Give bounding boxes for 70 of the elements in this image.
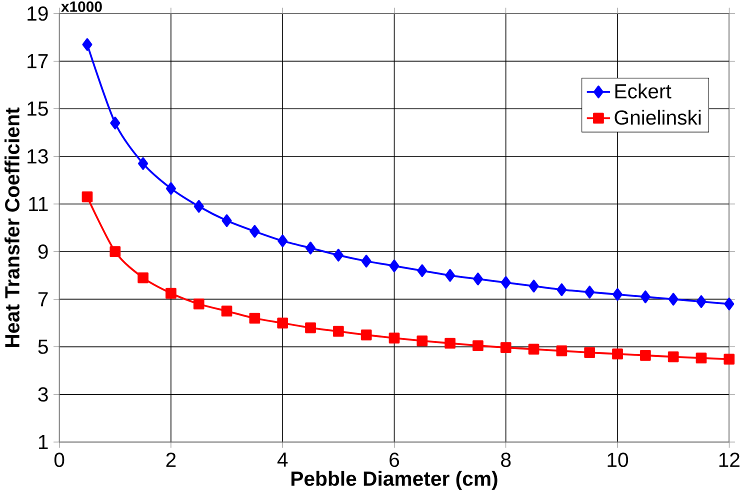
point — [82, 191, 93, 202]
text: x1000 — [61, 1, 102, 12]
legend-label: Gnielinski — [614, 110, 701, 125]
point — [333, 248, 344, 262]
point — [417, 264, 428, 277]
point — [556, 283, 567, 296]
x-tick-label: 0 — [54, 452, 64, 467]
point — [472, 340, 484, 351]
point — [724, 297, 734, 310]
point — [193, 298, 204, 310]
point — [249, 312, 260, 324]
y-tick-label: 7 — [38, 292, 48, 306]
point — [724, 354, 735, 364]
point — [640, 290, 650, 303]
y-tick-label: 17 — [28, 54, 48, 68]
x-tick-label: 4 — [277, 452, 288, 466]
point — [389, 259, 400, 272]
point — [110, 246, 121, 257]
x-tick-label: 10 — [608, 452, 628, 467]
point — [82, 38, 92, 51]
point — [110, 116, 120, 130]
x-tick-label: 8 — [501, 452, 511, 467]
point — [500, 276, 511, 289]
point — [556, 345, 568, 356]
point — [668, 351, 679, 362]
point — [528, 344, 540, 354]
point — [332, 326, 344, 337]
point — [277, 317, 288, 328]
x-tick-label: 2 — [166, 452, 176, 467]
y-tick-label: 3 — [38, 386, 48, 402]
legend-label: Eckert — [615, 83, 672, 98]
point — [305, 322, 316, 333]
point — [222, 214, 232, 227]
point — [305, 241, 316, 254]
point — [472, 272, 483, 286]
x-axis-title: Pebble Diameter (cm) — [291, 470, 498, 490]
point — [696, 352, 707, 364]
y-tick-label: 5 — [38, 339, 48, 354]
point — [584, 346, 596, 358]
point — [138, 156, 148, 170]
point — [361, 254, 372, 268]
point — [445, 268, 456, 282]
point — [166, 288, 176, 298]
y-tick-label: 1 — [38, 434, 48, 449]
point — [696, 294, 706, 308]
point — [612, 288, 623, 301]
y-tick-label: 13 — [28, 148, 48, 164]
x-tick-label: 12 — [719, 452, 740, 467]
point — [166, 182, 176, 195]
point — [388, 332, 400, 344]
point — [500, 342, 512, 353]
point — [584, 285, 595, 298]
y-tick-label: 9 — [38, 244, 48, 259]
y-tick-label: 15 — [28, 101, 48, 116]
point — [444, 338, 456, 348]
point — [360, 329, 372, 340]
y-tick-label: 11 — [29, 196, 48, 211]
x-tick-label: 6 — [390, 452, 400, 467]
point — [278, 234, 288, 248]
point — [416, 335, 428, 346]
point — [612, 348, 623, 360]
point — [528, 280, 539, 292]
y-tick-label: 19 — [28, 6, 48, 21]
point — [221, 305, 232, 316]
point — [668, 292, 678, 306]
point — [138, 272, 148, 283]
y-axis-title: Heat Transfer Coefficient — [4, 107, 20, 347]
point — [250, 224, 260, 238]
point — [640, 350, 651, 361]
point — [194, 200, 204, 213]
